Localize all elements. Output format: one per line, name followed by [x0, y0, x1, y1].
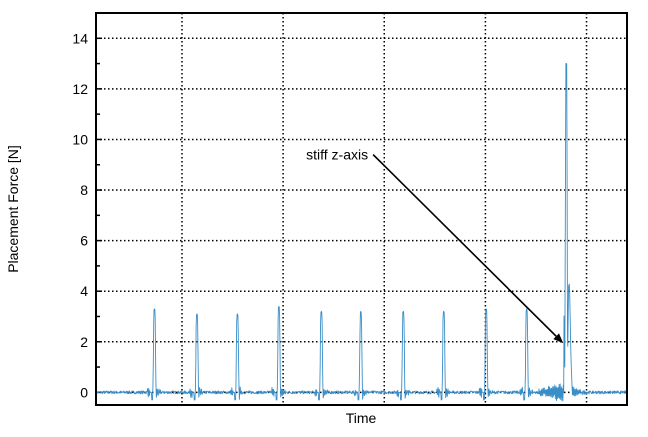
- x-axis-label: Time: [346, 410, 377, 426]
- y-axis-label: Placement Force [N]: [5, 145, 21, 273]
- annotation-arrowhead: [553, 333, 564, 344]
- y-tick-label: 14: [72, 30, 88, 46]
- y-tick-label: 6: [80, 233, 88, 249]
- annotation-label: stiff z-axis: [306, 147, 368, 163]
- y-tick-label: 0: [80, 384, 88, 400]
- annotation-arrow: [372, 154, 557, 337]
- y-tick-label: 10: [72, 131, 88, 147]
- y-ticks: 0 2 4 6 8 10 12 14: [72, 30, 102, 400]
- y-tick-label: 8: [80, 182, 88, 198]
- y-tick-label: 2: [80, 334, 88, 350]
- plot-frame: [95, 12, 628, 406]
- series-line-placement-force: [95, 63, 628, 402]
- y-tick-label: 12: [72, 81, 88, 97]
- y-tick-label: 4: [80, 283, 88, 299]
